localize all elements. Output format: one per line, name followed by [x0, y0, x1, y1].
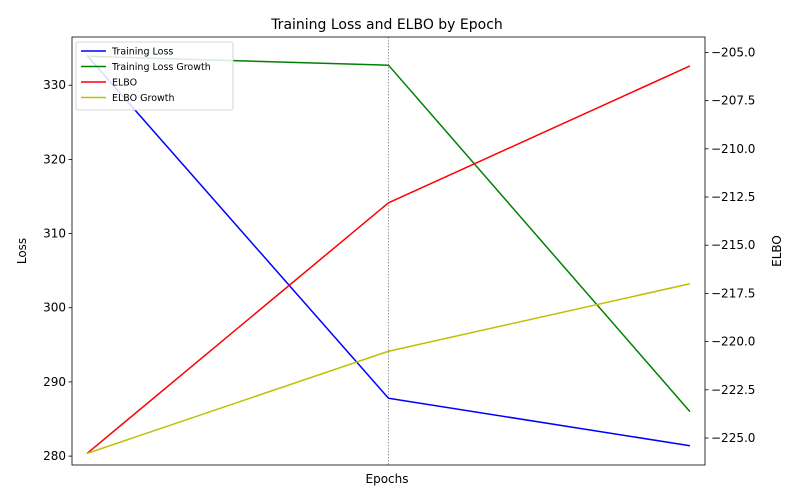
left-tick-label: 320: [43, 152, 66, 166]
left-tick-label: 280: [43, 449, 66, 463]
right-tick-label: −225.0: [711, 431, 755, 445]
legend-box: [75, 41, 234, 111]
legend-label: Training Loss Growth: [111, 62, 211, 73]
right-tick-label: −205.0: [711, 45, 755, 59]
plot-frame: [71, 36, 706, 466]
left-tick-label: 300: [43, 301, 66, 315]
legend-label: ELBO: [112, 78, 137, 89]
series-line-elbo: [86, 65, 691, 455]
legend: Training Loss Training Loss Growth ELBO ELB…: [75, 41, 234, 111]
left-tick-label: 290: [43, 375, 66, 389]
chart-title: Training Loss and ELBO by Epoch: [270, 17, 503, 33]
left-tick-label: 310: [43, 227, 66, 241]
right-tick-label: −207.5: [711, 94, 755, 108]
right-tick-label: −220.0: [711, 335, 755, 349]
right-tick-label: −212.5: [711, 190, 755, 204]
right-tick-label: −215.0: [711, 238, 755, 252]
legend-label: ELBO Growth: [112, 93, 175, 104]
series-line-training-loss: [86, 55, 691, 447]
right-tick-label: −210.0: [711, 142, 755, 156]
right-y-axis: −225.0 −222.5 −220.0 −217.5 −215.0 −212.5 −210…: [705, 45, 755, 445]
series-line-elbo-growth: [86, 283, 691, 455]
left-y-axis: 280 290 300 310 320 330: [43, 78, 72, 463]
x-axis-title: Epochs: [366, 472, 409, 486]
left-tick-label: 330: [43, 78, 66, 92]
left-y-axis-title: Loss: [15, 238, 29, 264]
plot-area: [71, 36, 706, 466]
right-y-axis-title: ELBO: [770, 235, 784, 267]
legend-label: Training Loss: [111, 47, 173, 58]
right-tick-label: −217.5: [711, 286, 755, 300]
right-tick-label: −222.5: [711, 383, 755, 397]
